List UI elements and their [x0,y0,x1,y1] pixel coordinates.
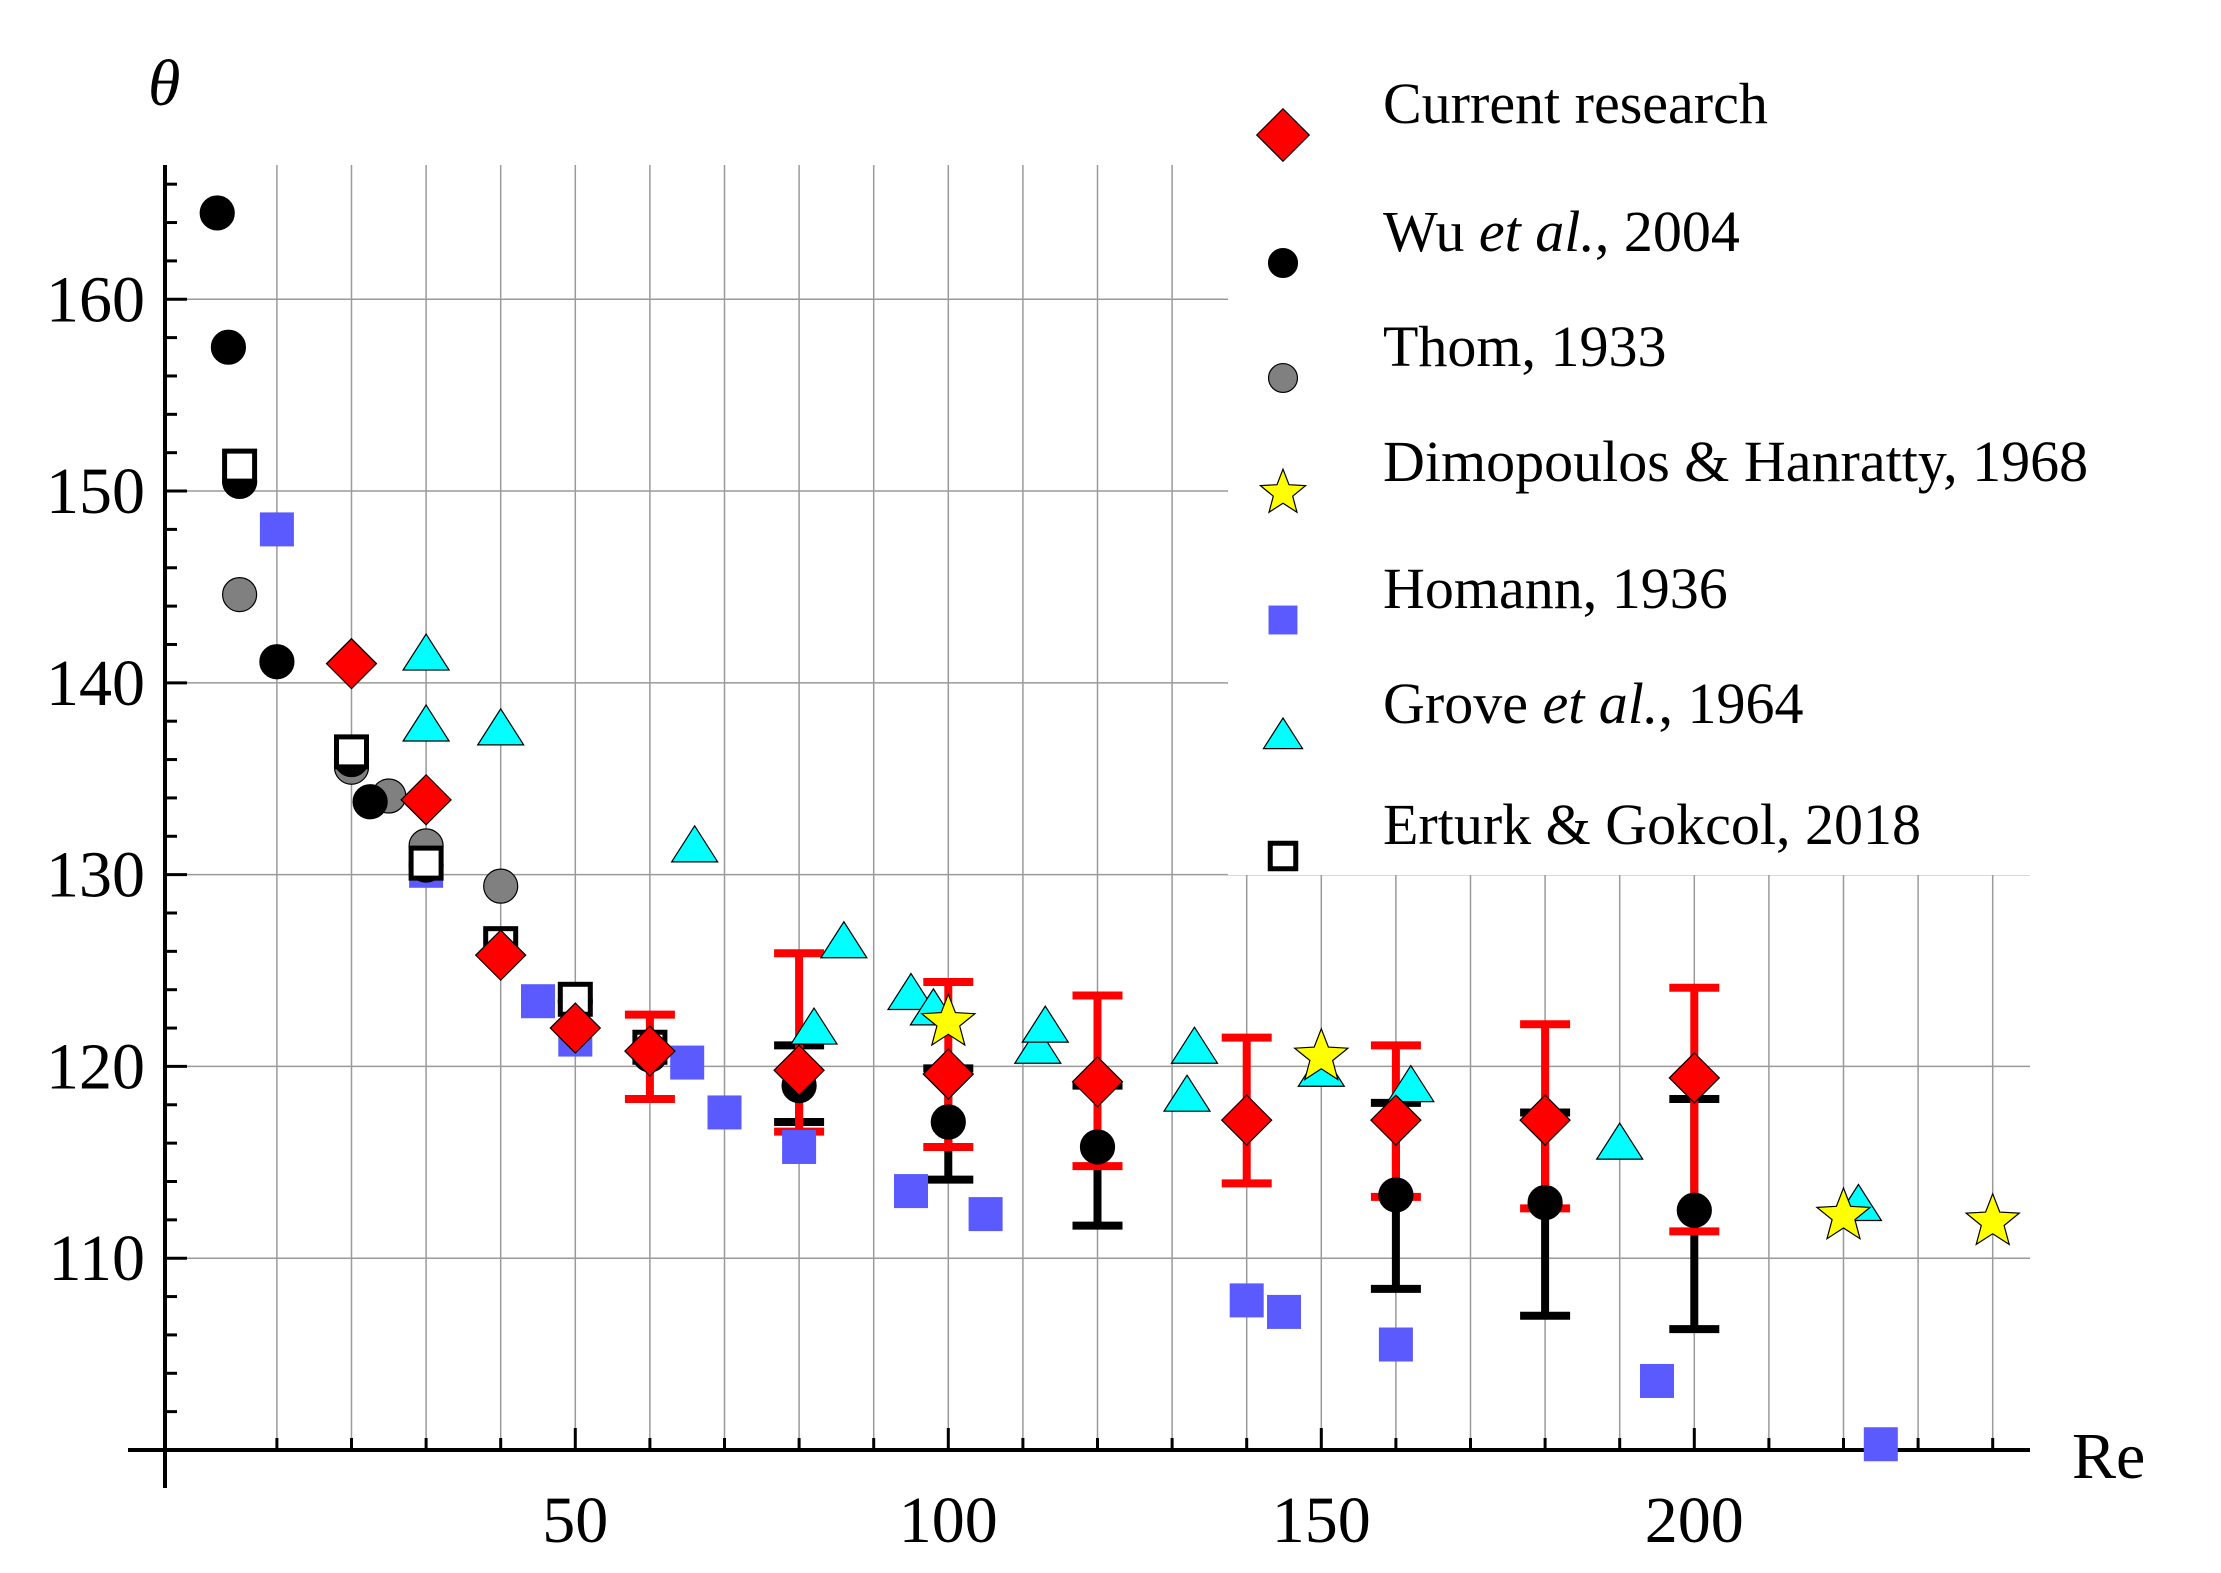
legend-marker [1267,247,1299,279]
data-point-grove-et-al-1964 [1013,1026,1062,1064]
data-point-dimopoulos-hanratty-1968 [1815,1186,1872,1241]
y-tick-label: 140 [46,647,145,720]
y-axis-label: θ [148,47,180,120]
data-point-homann-1936 [1267,1294,1301,1329]
y-tick-label: 110 [48,1222,145,1295]
data-point-grove-et-al-1964 [1595,1122,1644,1160]
data-point-current-research [400,773,452,826]
y-tick-labels: 110 120 130 140 150 160 [46,263,145,1295]
data-point-grove-et-al-1964 [819,920,868,959]
data-point-current-research [1370,1094,1422,1146]
legend: Current research Wu et al., 2004 Thom, 193… [1228,71,2218,875]
data-point-current-research [549,1002,602,1054]
legend-marker [1255,107,1311,163]
data-point-current-research [922,1048,975,1100]
data-point-homann-1936 [1378,1327,1413,1362]
data-point-homann-1936 [521,984,555,1019]
legend-marker [1262,716,1304,750]
data-point-grove-et-al-1964 [670,824,719,863]
data-point-homann-1936 [670,1045,705,1080]
legend-label: Grove et al., 1964 [1383,671,1803,736]
y-tick-label: 120 [46,1030,145,1103]
x-axis-label: Re [2072,1420,2145,1493]
legend-entry: Grove et al., 1964 [1262,671,1803,750]
legend-marker [1258,467,1308,514]
data-point-homann-1936 [1229,1283,1264,1318]
x-tick-label: 100 [899,1484,998,1557]
data-point-grove-et-al-1964 [1162,1074,1212,1112]
data-point-thom-1933 [483,868,519,904]
data-point-current-research [474,929,527,982]
legend-label: Dimopoulos & Hanratty, 1968 [1383,429,2088,494]
data-point-wu-et-al-2004 [259,644,295,680]
data-point-dimopoulos-hanratty-1968 [1964,1192,2021,1246]
data-point-current-research [1668,1052,1721,1104]
legend-label: Current research [1383,71,1768,136]
data-point-thom-1933 [222,577,258,613]
error-bar [1669,983,1720,1236]
data-point-erturk-gokcol-2018 [334,734,369,770]
legend-label: Homann, 1936 [1383,556,1728,621]
data-point-homann-1936 [707,1095,742,1130]
data-point-current-research [1519,1094,1571,1146]
data-point-wu-et-al-2004 [930,1104,966,1140]
data-point-grove-et-al-1964 [886,972,936,1011]
data-point-wu-et-al-2004 [1378,1177,1414,1213]
data-point-wu-et-al-2004 [1676,1192,1712,1228]
data-point-homann-1936 [894,1174,928,1209]
legend-background [1228,75,2218,875]
axes: 50 100 150 200 110 120 130 140 150 160 Re θ [46,47,2145,1557]
data-point-erturk-gokcol-2018 [408,845,444,881]
data-point-grove-et-al-1964 [402,703,451,742]
data-point-wu-et-al-2004 [199,195,235,231]
legend-entry: Current research [1255,71,1768,163]
data-point-current-research [1220,1094,1273,1146]
x-tick-label: 200 [1645,1484,1744,1557]
data-point-grove-et-al-1964 [1170,1026,1219,1064]
legend-entry: Dimopoulos & Hanratty, 1968 [1258,429,2088,514]
data-point-wu-et-al-2004 [352,784,388,820]
minor-ticks [165,182,1995,1450]
data-point-homann-1936 [968,1197,1003,1232]
x-tick-label: 50 [542,1484,608,1557]
legend-entry: Thom, 1933 [1267,314,1667,394]
data-point-homann-1936 [1640,1363,1674,1398]
data-point-grove-et-al-1964 [476,707,525,746]
data-point-current-research [773,1044,825,1097]
data-point-wu-et-al-2004 [210,329,247,365]
data-point-grove-et-al-1964 [1021,1005,1070,1043]
x-tick-labels: 50 100 150 200 [542,1484,1744,1557]
legend-entry: Homann, 1936 [1268,556,1728,635]
data-markers [199,195,2021,1462]
data-point-wu-et-al-2004 [1527,1184,1563,1221]
data-point-grove-et-al-1964 [1386,1064,1435,1103]
data-point-homann-1936 [259,512,294,547]
data-point-current-research [624,1025,676,1077]
data-point-homann-1936 [1863,1427,1898,1462]
x-tick-label: 150 [1272,1484,1371,1557]
y-tick-label: 150 [46,455,145,528]
data-point-dimopoulos-hanratty-1968 [1293,1027,1350,1081]
data-point-homann-1936 [782,1129,817,1164]
y-tick-label: 160 [46,263,145,336]
data-point-wu-et-al-2004 [1079,1129,1116,1165]
data-point-dimopoulos-hanratty-1968 [920,992,977,1047]
legend-label: Erturk & Gokcol, 2018 [1383,792,1921,857]
legend-marker [1267,362,1299,394]
legend-label: Thom, 1933 [1383,314,1667,379]
data-point-grove-et-al-1964 [402,632,451,671]
data-point-erturk-gokcol-2018 [557,981,593,1017]
data-point-current-research [325,637,378,690]
data-point-erturk-gokcol-2018 [222,448,258,484]
data-point-current-research [1071,1055,1124,1108]
y-tick-label: 130 [46,839,145,912]
legend-entry: Erturk & Gokcol, 2018 [1267,792,1921,872]
legend-entry: Wu et al., 2004 [1267,199,1740,279]
data-point-grove-et-al-1964 [789,1006,839,1045]
legend-marker [1267,840,1299,872]
legend-label: Wu et al., 2004 [1383,199,1740,264]
legend-marker [1268,605,1298,635]
